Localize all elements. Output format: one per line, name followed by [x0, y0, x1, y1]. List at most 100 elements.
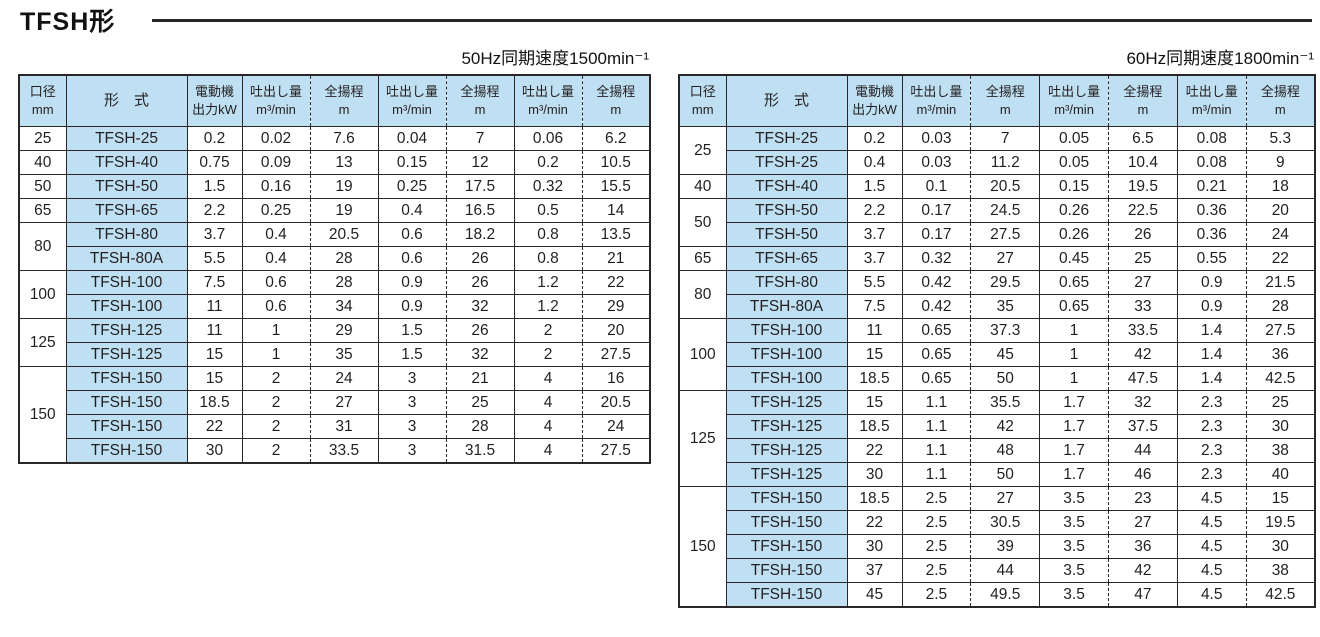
flow-cell: 0.25	[241, 198, 311, 223]
flow-cell: 1.7	[1039, 414, 1109, 439]
motor-output-cell: 45	[846, 582, 903, 608]
model-cell: TFSH-65	[65, 198, 188, 223]
table-row: 25 TFSH-25 0.2 0.02 7.6 0.04 7 0.06 6.2	[18, 126, 651, 151]
table-row: TFSH-150 37 2.5 44 3.5 42 4.5 38	[679, 558, 1316, 583]
table-row: TFSH-50 3.7 0.17 27.5 0.26 26 0.36 24	[679, 222, 1316, 247]
motor-output-cell: 11	[186, 294, 243, 319]
motor-output-cell: 15	[846, 390, 903, 415]
flow-cell: 2.5	[901, 534, 972, 559]
flow-cell: 0.65	[1039, 294, 1109, 319]
flow-cell: 1	[241, 342, 311, 367]
flow-cell: 3.5	[1039, 510, 1109, 535]
table-row: TFSH-100 18.5 0.65 50 1 47.5 1.4 42.5	[679, 366, 1316, 391]
header-row: 口径 mm 形 式電動機 出力kW 吐出し量 m³/min 全揚程 m 吐出し量 m³/min 全揚…	[18, 74, 651, 127]
table-caption-60hz: 60Hz同期速度1800min⁻¹	[1126, 49, 1314, 68]
spec-table-60hz: 口径 mm 形 式電動機 出力kW 吐出し量 m³/min 全揚程 m 吐出し量 m³/min 全揚…	[678, 74, 1316, 608]
flow-cell: 0.1	[901, 174, 972, 199]
head-cell: 42.5	[1245, 366, 1316, 391]
table-row: 50 TFSH-50 2.2 0.17 24.5 0.26 22.5 0.36 20	[678, 198, 1316, 247]
head-cell: 10.4	[1107, 150, 1178, 175]
motor-output-cell: 18.5	[846, 486, 903, 511]
flow-cell: 3	[377, 414, 447, 439]
flow-cell: 3	[377, 390, 447, 415]
flow-cell: 1	[241, 318, 311, 343]
motor-output-cell: 0.4	[846, 150, 903, 175]
motor-output-cell: 18.5	[846, 414, 903, 439]
bore-cell: 150	[18, 366, 67, 464]
model-cell: TFSH-150	[65, 438, 188, 464]
head-cell: 29.5	[970, 270, 1041, 295]
bore-cell: 65	[18, 198, 67, 223]
flow-cell: 0.42	[901, 270, 972, 295]
flow-cell: 2	[241, 414, 311, 439]
head-cell: 19	[309, 198, 379, 223]
bore-cell: 100	[18, 270, 67, 319]
table-row: TFSH-150 22 2 31 3 28 4 24	[19, 414, 651, 439]
col-header-head: 全揚程 m	[1245, 74, 1316, 127]
head-cell: 36	[1245, 342, 1316, 367]
flow-cell: 0.08	[1176, 150, 1247, 175]
col-header-head: 全揚程 m	[445, 74, 515, 127]
flow-cell: 0.03	[901, 126, 972, 151]
head-cell: 35	[970, 294, 1041, 319]
model-cell: TFSH-25	[725, 126, 848, 151]
flow-cell: 1.2	[513, 294, 583, 319]
motor-output-cell: 7.5	[846, 294, 903, 319]
head-cell: 26	[445, 318, 515, 343]
head-cell: 49.5	[970, 582, 1041, 608]
table-caption-50hz: 50Hz同期速度1500min⁻¹	[461, 49, 649, 68]
flow-cell: 0.32	[901, 246, 972, 271]
flow-cell: 0.02	[241, 126, 311, 151]
motor-output-cell: 22	[846, 438, 903, 463]
bore-cell: 100	[678, 318, 727, 391]
flow-cell: 1	[1039, 318, 1109, 343]
table-row: 80 TFSH-80 3.7 0.4 20.5 0.6 18.2 0.8 13.5	[18, 222, 651, 271]
model-cell: TFSH-80A	[65, 246, 188, 271]
model-cell: TFSH-40	[725, 174, 848, 199]
flow-cell: 2.5	[901, 582, 972, 608]
head-cell: 25	[1107, 246, 1178, 271]
table-row: TFSH-125 30 1.1 50 1.7 46 2.3 40	[679, 462, 1316, 487]
flow-cell: 1.1	[901, 462, 972, 487]
bore-cell: 125	[678, 390, 727, 487]
head-cell: 50	[970, 462, 1041, 487]
flow-cell: 3	[377, 366, 447, 391]
col-header-flow: 吐出し量 m³/min	[1176, 74, 1247, 127]
col-header-motor: 電動機 出力kW	[186, 74, 243, 127]
model-cell: TFSH-100	[725, 318, 848, 343]
flow-cell: 0.8	[513, 246, 583, 271]
head-cell: 28	[309, 270, 379, 295]
table-row: 80 TFSH-80 5.5 0.42 29.5 0.65 27 0.9 21.5	[678, 270, 1316, 319]
model-cell: TFSH-50	[725, 198, 848, 223]
flow-cell: 0.32	[513, 174, 583, 199]
head-cell: 34	[309, 294, 379, 319]
model-cell: TFSH-100	[725, 366, 848, 391]
flow-cell: 1.7	[1039, 438, 1109, 463]
motor-output-cell: 18.5	[846, 366, 903, 391]
motor-output-cell: 0.2	[846, 126, 903, 151]
head-cell: 25	[1245, 390, 1316, 415]
flow-cell: 0.9	[1176, 270, 1247, 295]
model-cell: TFSH-50	[65, 174, 188, 199]
head-cell: 38	[1245, 558, 1316, 583]
head-cell: 24	[581, 414, 651, 439]
model-cell: TFSH-100	[65, 270, 188, 295]
flow-cell: 0.9	[1176, 294, 1247, 319]
flow-cell: 0.4	[377, 198, 447, 223]
model-cell: TFSH-80	[725, 270, 848, 295]
model-cell: TFSH-125	[725, 438, 848, 463]
table-row: 100 TFSH-100 7.5 0.6 28 0.9 26 1.2 22	[18, 270, 651, 319]
motor-output-cell: 2.2	[186, 198, 243, 223]
flow-cell: 0.42	[901, 294, 972, 319]
head-cell: 42	[970, 414, 1041, 439]
head-cell: 25	[445, 390, 515, 415]
head-cell: 33.5	[1107, 318, 1178, 343]
model-cell: TFSH-150	[725, 582, 848, 608]
flow-cell: 2	[513, 342, 583, 367]
head-cell: 16	[581, 366, 651, 391]
bore-cell: 80	[18, 222, 67, 271]
motor-output-cell: 1.5	[186, 174, 243, 199]
head-cell: 20.5	[581, 390, 651, 415]
flow-cell: 0.65	[901, 366, 972, 391]
